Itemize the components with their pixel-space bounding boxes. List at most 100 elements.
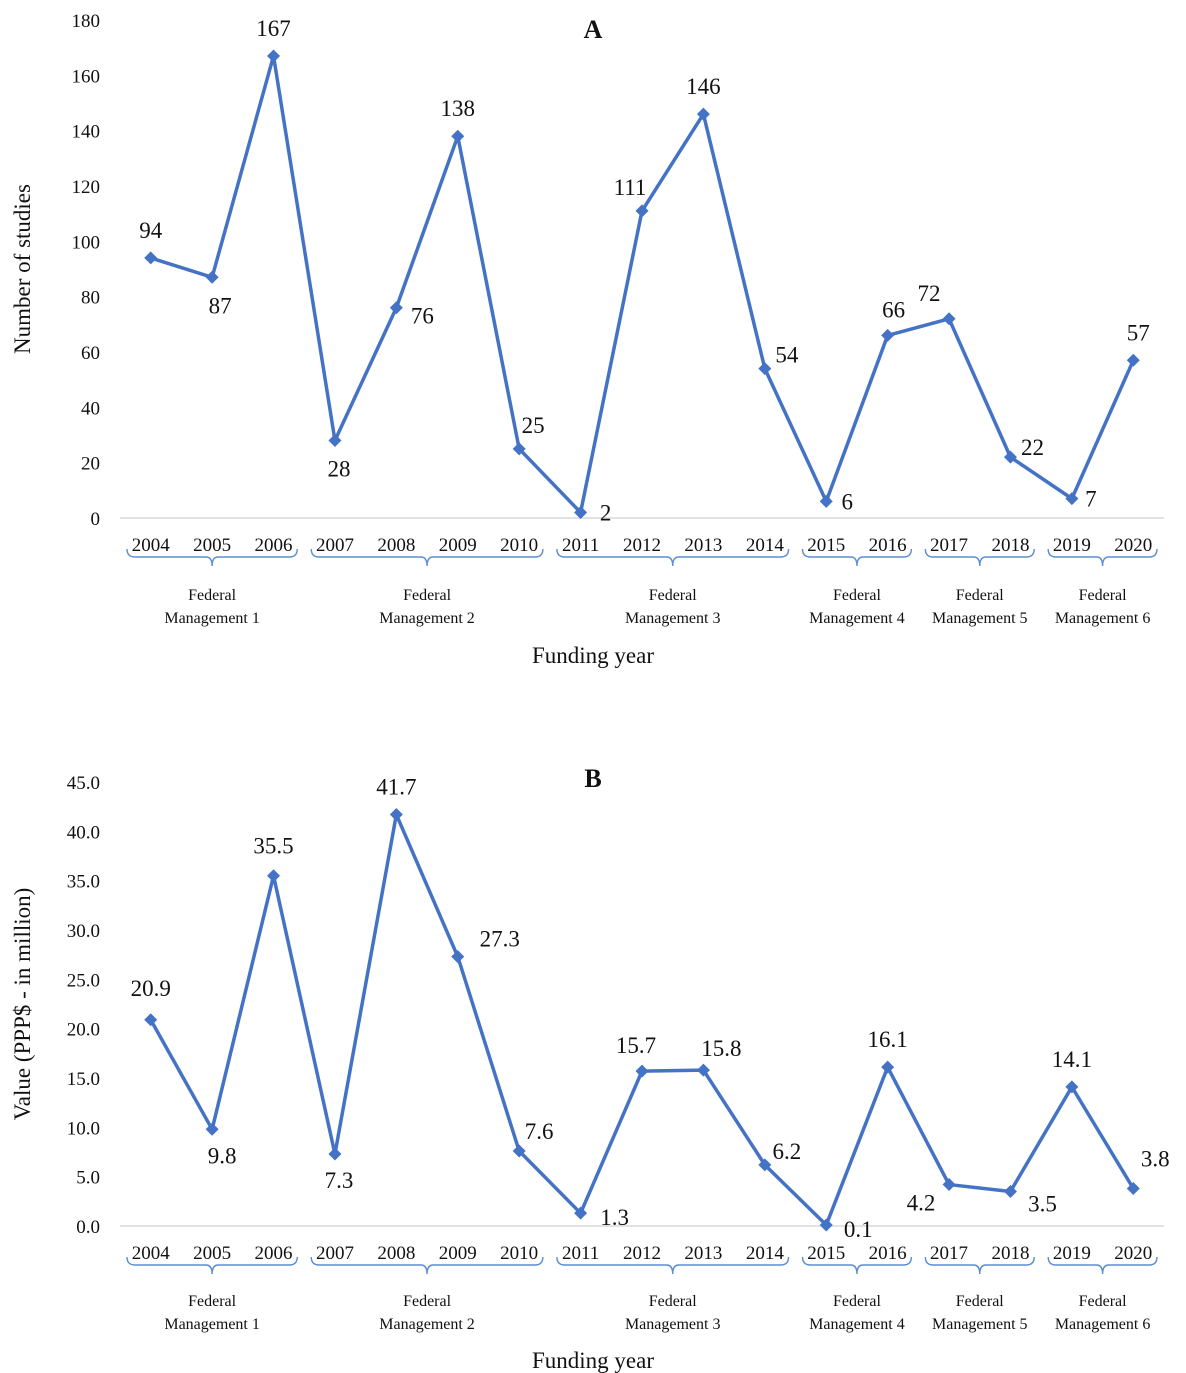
group-brace (126, 548, 298, 567)
group-brace (556, 548, 790, 567)
y-tick-label: 10.0 (67, 1118, 100, 1139)
data-point (205, 270, 219, 284)
data-label: 54 (775, 343, 799, 368)
x-tick-label: 2005 (193, 1243, 231, 1264)
chart-panel-B: B 0.0 5.0 10.0 15.0 20.0 25.0 30.0 35.0 40.0 45.0 2… (10, 764, 1170, 1373)
x-tick-label: 2012 (623, 535, 661, 556)
x-tick-label: 2005 (193, 535, 231, 556)
data-point (328, 434, 342, 448)
x-tick-label: 2010 (500, 535, 538, 556)
data-point (574, 505, 588, 519)
group-label: Federal (956, 1293, 1005, 1310)
group-label: Management 6 (1055, 1316, 1151, 1333)
data-label: 87 (209, 293, 232, 318)
group-label: Federal (649, 587, 698, 604)
data-label: 146 (686, 74, 721, 99)
data-point (758, 1158, 772, 1172)
data-point (512, 1144, 526, 1158)
data-label: 138 (441, 96, 476, 121)
data-label: 15.7 (616, 1033, 656, 1058)
data-label: 14.1 (1052, 1047, 1092, 1072)
data-label: 2 (600, 500, 612, 525)
x-tick-label: 2013 (684, 535, 722, 556)
x-tick-label: 2009 (439, 535, 477, 556)
data-label: 3.8 (1141, 1147, 1170, 1172)
data-point (1065, 492, 1079, 506)
data-point (696, 107, 710, 121)
data-label: 28 (327, 457, 350, 482)
y-tick-label: 180 (72, 11, 101, 32)
data-label: 16.1 (868, 1027, 908, 1052)
x-tick-label: 2007 (316, 1243, 354, 1264)
data-point (451, 950, 465, 964)
x-tick-label: 2020 (1114, 535, 1152, 556)
x-tick-label: 2015 (807, 535, 845, 556)
group-brace (126, 1256, 298, 1275)
data-label: 7.3 (325, 1168, 354, 1193)
data-label: 9.8 (208, 1143, 237, 1168)
y-tick-label: 140 (72, 122, 101, 143)
group-label: Federal (188, 587, 237, 604)
x-tick-label: 2004 (132, 535, 171, 556)
y-tick-label: 120 (72, 177, 101, 198)
data-point (389, 808, 403, 822)
y-tick-label: 80 (81, 288, 100, 309)
group-label: Federal (956, 587, 1005, 604)
data-point (819, 494, 833, 508)
data-point (328, 1147, 342, 1161)
x-tick-label: 2016 (869, 1243, 907, 1264)
chart-title: A (584, 15, 603, 44)
group-brace (924, 1256, 1035, 1275)
x-tick-label: 2020 (1114, 1243, 1152, 1264)
x-tick-label: 2014 (746, 535, 785, 556)
group-brace (801, 548, 913, 567)
group-brace (310, 548, 544, 567)
y-axis-title: Number of studies (10, 184, 35, 354)
group-label: Federal (403, 1293, 452, 1310)
data-label: 1.3 (600, 1205, 629, 1230)
x-tick-label: 2006 (255, 535, 293, 556)
data-label: 0.1 (844, 1217, 873, 1242)
data-label: 7 (1085, 487, 1097, 512)
data-label: 20.9 (131, 976, 171, 1001)
x-tick-label: 2006 (255, 1243, 293, 1264)
group-label: Federal (833, 587, 882, 604)
data-point (881, 328, 895, 342)
y-tick-label: 20 (81, 454, 100, 475)
x-tick-label: 2017 (930, 535, 968, 556)
y-tick-label: 30.0 (67, 921, 100, 942)
chart-panel-A: A 0 20 40 60 80 100 120 140 160 180 2004 2005 2006 200… (10, 11, 1164, 668)
y-tick-label: 35.0 (67, 872, 100, 893)
group-label: Management 3 (625, 1316, 721, 1333)
x-tick-label: 2010 (500, 1243, 538, 1264)
data-label: 57 (1127, 320, 1150, 345)
data-point (1126, 353, 1140, 367)
group-label: Management 4 (809, 610, 905, 627)
y-tick-label: 15.0 (67, 1069, 100, 1090)
data-label: 76 (411, 304, 434, 329)
y-tick-label: 0 (91, 509, 101, 530)
data-label: 94 (139, 218, 163, 243)
x-tick-label: 2015 (807, 1243, 845, 1264)
data-label: 27.3 (480, 927, 520, 952)
y-axis-title: Value (PPP$ - in million) (10, 888, 35, 1121)
y-tick-label: 160 (72, 66, 101, 87)
group-brace (1047, 1256, 1158, 1275)
data-point (942, 312, 956, 326)
x-tick-label: 2016 (869, 535, 907, 556)
x-tick-label: 2019 (1053, 1243, 1091, 1264)
x-tick-label: 2007 (316, 535, 354, 556)
data-label: 4.2 (907, 1191, 936, 1216)
x-tick-label: 2008 (377, 535, 415, 556)
y-tick-label: 0.0 (76, 1217, 100, 1238)
x-tick-label: 2011 (562, 1243, 599, 1264)
data-point (1003, 450, 1017, 464)
data-point (451, 129, 465, 143)
data-label: 167 (256, 16, 291, 41)
data-point (389, 301, 403, 315)
data-label: 22 (1021, 435, 1044, 460)
data-point (574, 1206, 588, 1220)
data-label: 25 (522, 413, 545, 438)
series-line (150, 54, 1135, 515)
